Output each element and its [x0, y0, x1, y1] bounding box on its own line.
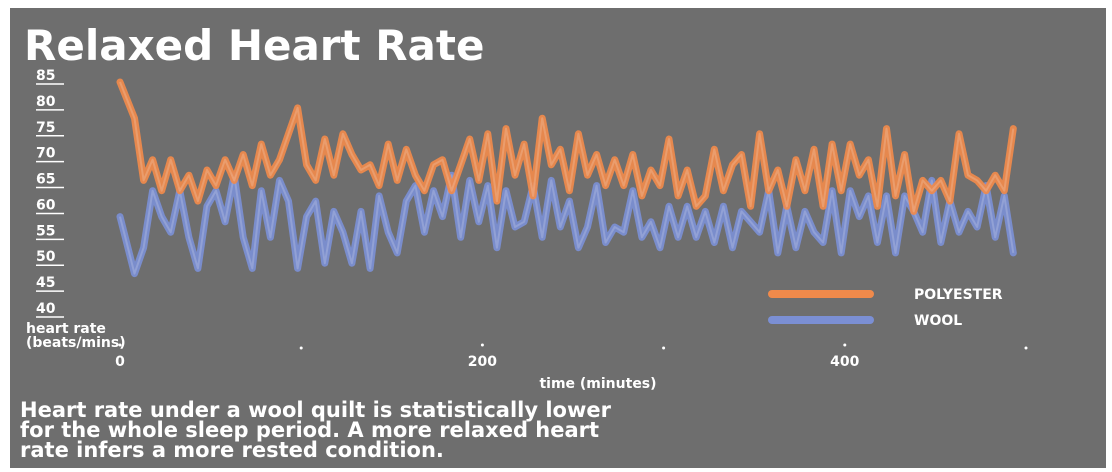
legend-label-polyester: POLYESTER — [914, 287, 1003, 303]
caption-line-1: Heart rate under a wool quilt is statist… — [20, 398, 611, 422]
x-axis: 0 200 400 — [115, 343, 1028, 370]
y-axis-label-line-1: heart rate — [26, 321, 106, 337]
y-axis: 85 80 75 70 65 60 55 50 45 40 — [36, 68, 64, 318]
x-minor-tick — [1024, 346, 1028, 350]
x-tick-label: 0 — [115, 354, 125, 370]
x-tick-label: 200 — [468, 354, 497, 370]
plot-lines — [116, 78, 1017, 278]
x-tick-label: 400 — [830, 354, 859, 370]
y-tick-label: 65 — [36, 172, 55, 188]
x-tick-mark — [480, 343, 484, 347]
series-highlight-wool — [119, 174, 1015, 275]
legend: POLYESTER WOOL — [768, 287, 1003, 329]
y-tick-label: 45 — [36, 275, 55, 291]
y-tick-label: 80 — [36, 94, 56, 110]
y-tick-label: 60 — [36, 197, 56, 213]
x-tick-mark — [843, 343, 847, 347]
caption-line-2: for the whole sleep period. A more relax… — [20, 418, 600, 442]
x-minor-tick — [299, 346, 303, 350]
x-tick-mark — [118, 343, 122, 347]
y-tick-label: 55 — [36, 223, 55, 239]
y-tick-label: 85 — [36, 68, 55, 84]
legend-label-wool: WOOL — [914, 313, 962, 329]
chart-panel: Relaxed Heart Rate 85 80 75 70 65 60 55 50 45 40 … — [10, 8, 1106, 468]
x-minor-tick — [662, 346, 666, 350]
y-tick-label: 70 — [36, 146, 56, 162]
y-axis-label-line-2: (beats/mins) — [26, 335, 126, 351]
y-tick-label: 50 — [36, 249, 56, 265]
y-tick-label: 40 — [36, 301, 56, 317]
series-line-polyester — [116, 78, 1017, 215]
series-highlight-polyester — [119, 81, 1015, 213]
series-line-wool — [116, 171, 1017, 278]
chart-title: Relaxed Heart Rate — [24, 21, 484, 70]
x-axis-label: time (minutes) — [539, 376, 656, 392]
caption-line-3: rate infers a more rested condition. — [20, 438, 444, 462]
chart-caption: Heart rate under a wool quilt is statist… — [20, 398, 1096, 462]
y-tick-label: 75 — [36, 120, 55, 136]
relaxed-heart-rate-chart: Relaxed Heart Rate 85807570656055504540 … — [24, 21, 1028, 392]
